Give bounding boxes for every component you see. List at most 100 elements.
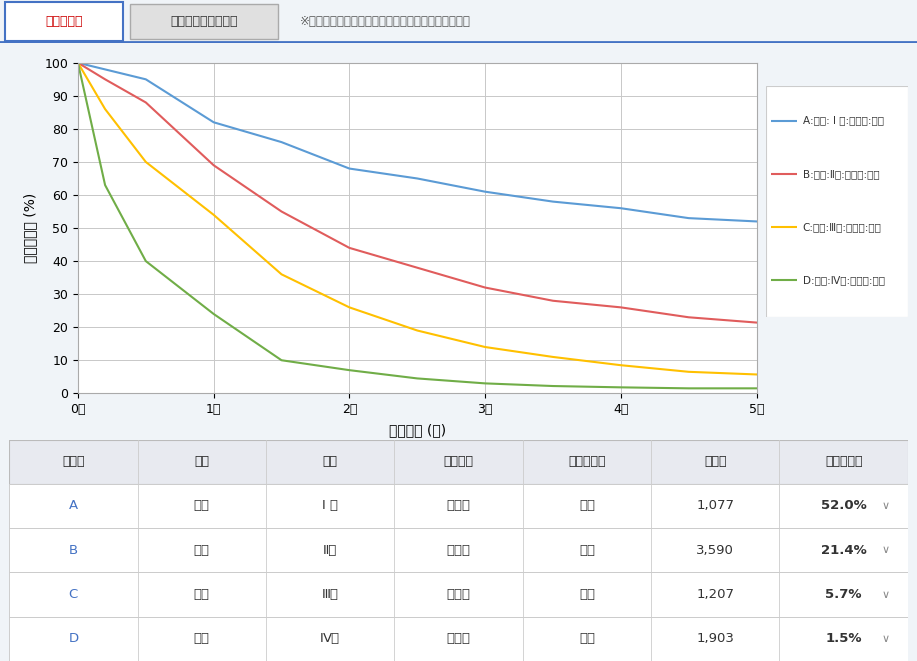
Text: グラフ: グラフ <box>62 455 84 468</box>
B:男女:Ⅱ期:全年齢:全体 <box>412 264 423 272</box>
B:男女:Ⅱ期:全年齢:全体 <box>100 75 111 83</box>
Bar <box>130 4 278 39</box>
Text: 全体: 全体 <box>579 588 595 601</box>
Text: 手術の有無: 手術の有無 <box>569 455 605 468</box>
A:男女: I 期:全年齢:全体: (4, 56): I 期:全年齢:全体: (4, 56) <box>615 204 626 212</box>
A:男女: I 期:全年齢:全体: (0, 100): I 期:全年齢:全体: (0, 100) <box>72 59 83 67</box>
A:男女: I 期:全年齢:全体: (0.2, 98): I 期:全年齢:全体: (0.2, 98) <box>100 65 111 73</box>
Text: D:男女:Ⅳ期:全年齢:全体: D:男女:Ⅳ期:全年齢:全体 <box>802 275 885 286</box>
D:男女:Ⅳ期:全年齢:全体 <box>344 366 355 374</box>
Text: 5.7%: 5.7% <box>825 588 862 601</box>
Text: 3,590: 3,590 <box>696 544 735 557</box>
D:男女:Ⅳ期:全年齢:全体 <box>480 379 491 387</box>
C:男女:Ⅲ期:全年齢:全体 <box>683 368 694 375</box>
Text: ∨: ∨ <box>881 634 889 644</box>
C:男女:Ⅲ期:全年齢:全体 <box>72 59 83 67</box>
Y-axis label: 実測生存率 (%): 実測生存率 (%) <box>24 193 38 263</box>
B:男女:Ⅱ期:全年齢:全体 <box>480 284 491 292</box>
Bar <box>9 617 908 661</box>
Text: 性別: 性別 <box>194 455 209 468</box>
Text: 全年齢: 全年齢 <box>447 544 470 557</box>
B:男女:Ⅱ期:全年齢:全体 <box>751 319 762 327</box>
B:男女:Ⅱ期:全年齢:全体 <box>140 98 151 106</box>
B:男女:Ⅱ期:全年齢:全体 <box>208 161 219 169</box>
D:男女:Ⅳ期:全年齢:全体 <box>412 374 423 382</box>
Text: 男女: 男女 <box>193 633 210 645</box>
A:男女: I 期:全年齢:全体: (3, 61): I 期:全年齢:全体: (3, 61) <box>480 188 491 196</box>
Text: I 期: I 期 <box>322 500 338 512</box>
Text: Ⅳ期: Ⅳ期 <box>320 633 340 645</box>
C:男女:Ⅲ期:全年齢:全体 <box>276 270 287 278</box>
Text: 1,207: 1,207 <box>696 588 735 601</box>
Bar <box>9 440 908 484</box>
Text: 男女: 男女 <box>193 500 210 512</box>
A:男女: I 期:全年齢:全体: (2, 68): I 期:全年齢:全体: (2, 68) <box>344 165 355 173</box>
A:男女: I 期:全年齢:全体: (5, 52): I 期:全年齢:全体: (5, 52) <box>751 217 762 225</box>
A:男女: I 期:全年齢:全体: (3.5, 58): I 期:全年齢:全体: (3.5, 58) <box>547 198 558 206</box>
C:男女:Ⅲ期:全年齢:全体 <box>615 361 626 369</box>
D:男女:Ⅳ期:全年齢:全体 <box>276 356 287 364</box>
C:男女:Ⅲ期:全年齢:全体 <box>208 211 219 219</box>
Text: 年齢階級: 年齢階級 <box>444 455 473 468</box>
A:男女: I 期:全年齢:全体: (1.5, 76): I 期:全年齢:全体: (1.5, 76) <box>276 138 287 146</box>
D:男女:Ⅳ期:全年齢:全体 <box>615 383 626 391</box>
Line: B:男女:Ⅱ期:全年齢:全体: B:男女:Ⅱ期:全年齢:全体 <box>78 63 757 323</box>
D:男女:Ⅳ期:全年齢:全体 <box>547 382 558 390</box>
Text: D: D <box>68 633 79 645</box>
Text: 52.0%: 52.0% <box>821 500 867 512</box>
C:男女:Ⅲ期:全年齢:全体 <box>412 327 423 334</box>
Bar <box>9 484 908 528</box>
Line: C:男女:Ⅲ期:全年齢:全体: C:男女:Ⅲ期:全年齢:全体 <box>78 63 757 374</box>
D:男女:Ⅳ期:全年齢:全体 <box>100 181 111 189</box>
Text: 1.5%: 1.5% <box>825 633 862 645</box>
Text: Ⅱ期: Ⅱ期 <box>323 544 337 557</box>
Text: 対象数: 対象数 <box>704 455 726 468</box>
Text: C: C <box>69 588 78 601</box>
A:男女: I 期:全年齢:全体: (1, 82): I 期:全年齢:全体: (1, 82) <box>208 118 219 126</box>
Text: A:男女: I 期:全年齢:全体: A:男女: I 期:全年齢:全体 <box>802 116 884 126</box>
Text: 実測生存率: 実測生存率 <box>825 455 862 468</box>
Line: A:男女: I 期:全年齢:全体: A:男女: I 期:全年齢:全体 <box>78 63 757 221</box>
D:男女:Ⅳ期:全年齢:全体 <box>751 384 762 392</box>
Line: D:男女:Ⅳ期:全年齢:全体: D:男女:Ⅳ期:全年齢:全体 <box>78 63 757 388</box>
Text: 男女: 男女 <box>193 588 210 601</box>
Text: A: A <box>69 500 78 512</box>
X-axis label: 生存期間 (年): 生存期間 (年) <box>389 423 446 437</box>
D:男女:Ⅳ期:全年齢:全体 <box>683 384 694 392</box>
Text: 1,903: 1,903 <box>696 633 735 645</box>
B:男女:Ⅱ期:全年齢:全体 <box>683 313 694 321</box>
C:男女:Ⅲ期:全年齢:全体 <box>480 343 491 351</box>
Text: ∨: ∨ <box>881 501 889 511</box>
Text: ネット・サバイバル: ネット・サバイバル <box>171 15 238 28</box>
B:男女:Ⅱ期:全年齢:全体 <box>72 59 83 67</box>
Text: 1,077: 1,077 <box>696 500 735 512</box>
Text: Ⅲ期: Ⅲ期 <box>322 588 338 601</box>
Text: B: B <box>69 544 78 557</box>
Text: 全体: 全体 <box>579 633 595 645</box>
D:男女:Ⅳ期:全年齢:全体 <box>72 59 83 67</box>
B:男女:Ⅱ期:全年齢:全体 <box>344 244 355 252</box>
Text: 男女: 男女 <box>193 544 210 557</box>
C:男女:Ⅲ期:全年齢:全体 <box>751 370 762 378</box>
Text: 全年齢: 全年齢 <box>447 588 470 601</box>
Text: 病期: 病期 <box>323 455 337 468</box>
A:男女: I 期:全年齢:全体: (4.5, 53): I 期:全年齢:全体: (4.5, 53) <box>683 214 694 222</box>
B:男女:Ⅱ期:全年齢:全体 <box>547 297 558 305</box>
C:男女:Ⅲ期:全年齢:全体 <box>547 353 558 361</box>
C:男女:Ⅲ期:全年齢:全体 <box>344 303 355 311</box>
B:男女:Ⅱ期:全年齢:全体 <box>615 303 626 311</box>
Bar <box>9 528 908 572</box>
D:男女:Ⅳ期:全年齢:全体 <box>208 310 219 318</box>
C:男女:Ⅲ期:全年齢:全体 <box>100 105 111 113</box>
Bar <box>9 572 908 617</box>
B:男女:Ⅱ期:全年齢:全体 <box>276 208 287 215</box>
Text: 実測生存率: 実測生存率 <box>45 15 83 28</box>
Bar <box>5 2 123 41</box>
Text: ∨: ∨ <box>881 590 889 600</box>
A:男女: I 期:全年齢:全体: (0.5, 95): I 期:全年齢:全体: (0.5, 95) <box>140 75 151 83</box>
A:男女: I 期:全年齢:全体: (2.5, 65): I 期:全年齢:全体: (2.5, 65) <box>412 175 423 182</box>
Text: 全体: 全体 <box>579 500 595 512</box>
Text: B:男女:Ⅱ期:全年齢:全体: B:男女:Ⅱ期:全年齢:全体 <box>802 169 879 179</box>
D:男女:Ⅳ期:全年齢:全体 <box>140 257 151 265</box>
Text: 全年齢: 全年齢 <box>447 633 470 645</box>
